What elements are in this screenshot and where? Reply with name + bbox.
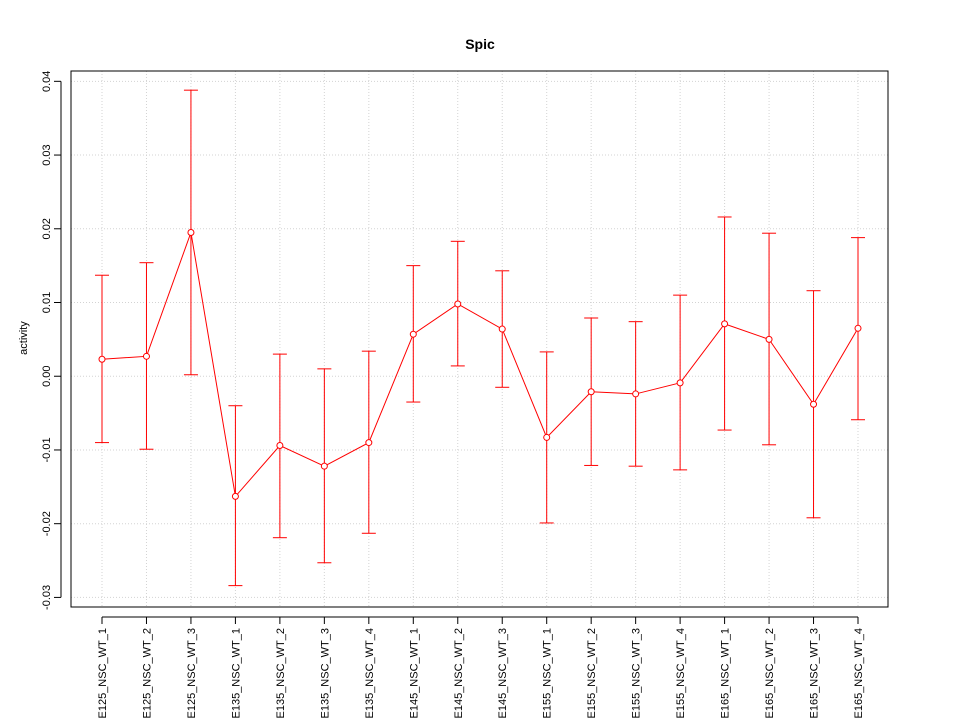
y-tick-label: -0.02 — [41, 511, 53, 536]
x-tick-label: E155_NSC_WT_1 — [542, 628, 554, 719]
x-tick-label: E165_NSC_WT_1 — [720, 628, 732, 719]
data-point — [231, 492, 239, 500]
data-series — [95, 89, 865, 587]
data-point — [632, 390, 640, 398]
data-point — [854, 324, 862, 332]
chart-title: Spic — [465, 36, 495, 52]
data-point — [142, 352, 150, 360]
data-point — [721, 320, 729, 328]
data-point — [98, 355, 106, 363]
x-tick-label: E135_NSC_WT_3 — [319, 628, 331, 719]
data-point — [810, 400, 818, 408]
x-tick-label: E165_NSC_WT_4 — [853, 628, 865, 719]
data-point — [276, 442, 284, 450]
x-tick-label: E155_NSC_WT_2 — [586, 628, 598, 719]
data-point — [187, 228, 195, 236]
plot-frame — [70, 70, 889, 608]
data-point — [587, 388, 595, 396]
x-tick-label: E145_NSC_WT_2 — [453, 628, 465, 719]
data-point — [676, 379, 684, 387]
x-tick-label: E125_NSC_WT_1 — [97, 628, 109, 719]
data-point — [498, 325, 506, 333]
x-tick-label: E135_NSC_WT_4 — [364, 628, 376, 719]
y-tick-label: 0.00 — [41, 366, 53, 387]
x-tick-label: E165_NSC_WT_2 — [764, 628, 776, 719]
y-tick-label: 0.02 — [41, 218, 53, 239]
grid — [71, 71, 888, 607]
y-tick-label: 0.01 — [41, 292, 53, 313]
data-point — [409, 330, 417, 338]
x-tick-label: E125_NSC_WT_2 — [141, 628, 153, 719]
x-tick-label: E135_NSC_WT_2 — [275, 628, 287, 719]
y-axis-label: activity — [18, 321, 30, 355]
data-point — [454, 300, 462, 308]
y-tick-label: 0.03 — [41, 144, 53, 165]
axes: -0.03 -0.02 -0.01 0.00 0.01 0.02 0.03 0.04 E125_… — [41, 71, 865, 719]
data-point — [543, 433, 551, 441]
x-tick-label: E155_NSC_WT_3 — [631, 628, 643, 719]
data-point — [320, 462, 328, 470]
series-line — [101, 230, 859, 498]
data-point — [765, 335, 773, 343]
data-point — [365, 439, 373, 447]
x-tick-label: E165_NSC_WT_3 — [809, 628, 821, 719]
x-tick-label: E125_NSC_WT_3 — [186, 628, 198, 719]
x-tick-label: E145_NSC_WT_3 — [497, 628, 509, 719]
y-tick-label: -0.01 — [41, 437, 53, 462]
x-tick-label: E135_NSC_WT_1 — [230, 628, 242, 719]
x-tick-label: E145_NSC_WT_1 — [408, 628, 420, 719]
y-tick-label: 0.04 — [41, 71, 53, 92]
y-tick-label: -0.03 — [41, 585, 53, 610]
x-tick-label: E155_NSC_WT_4 — [675, 628, 687, 719]
